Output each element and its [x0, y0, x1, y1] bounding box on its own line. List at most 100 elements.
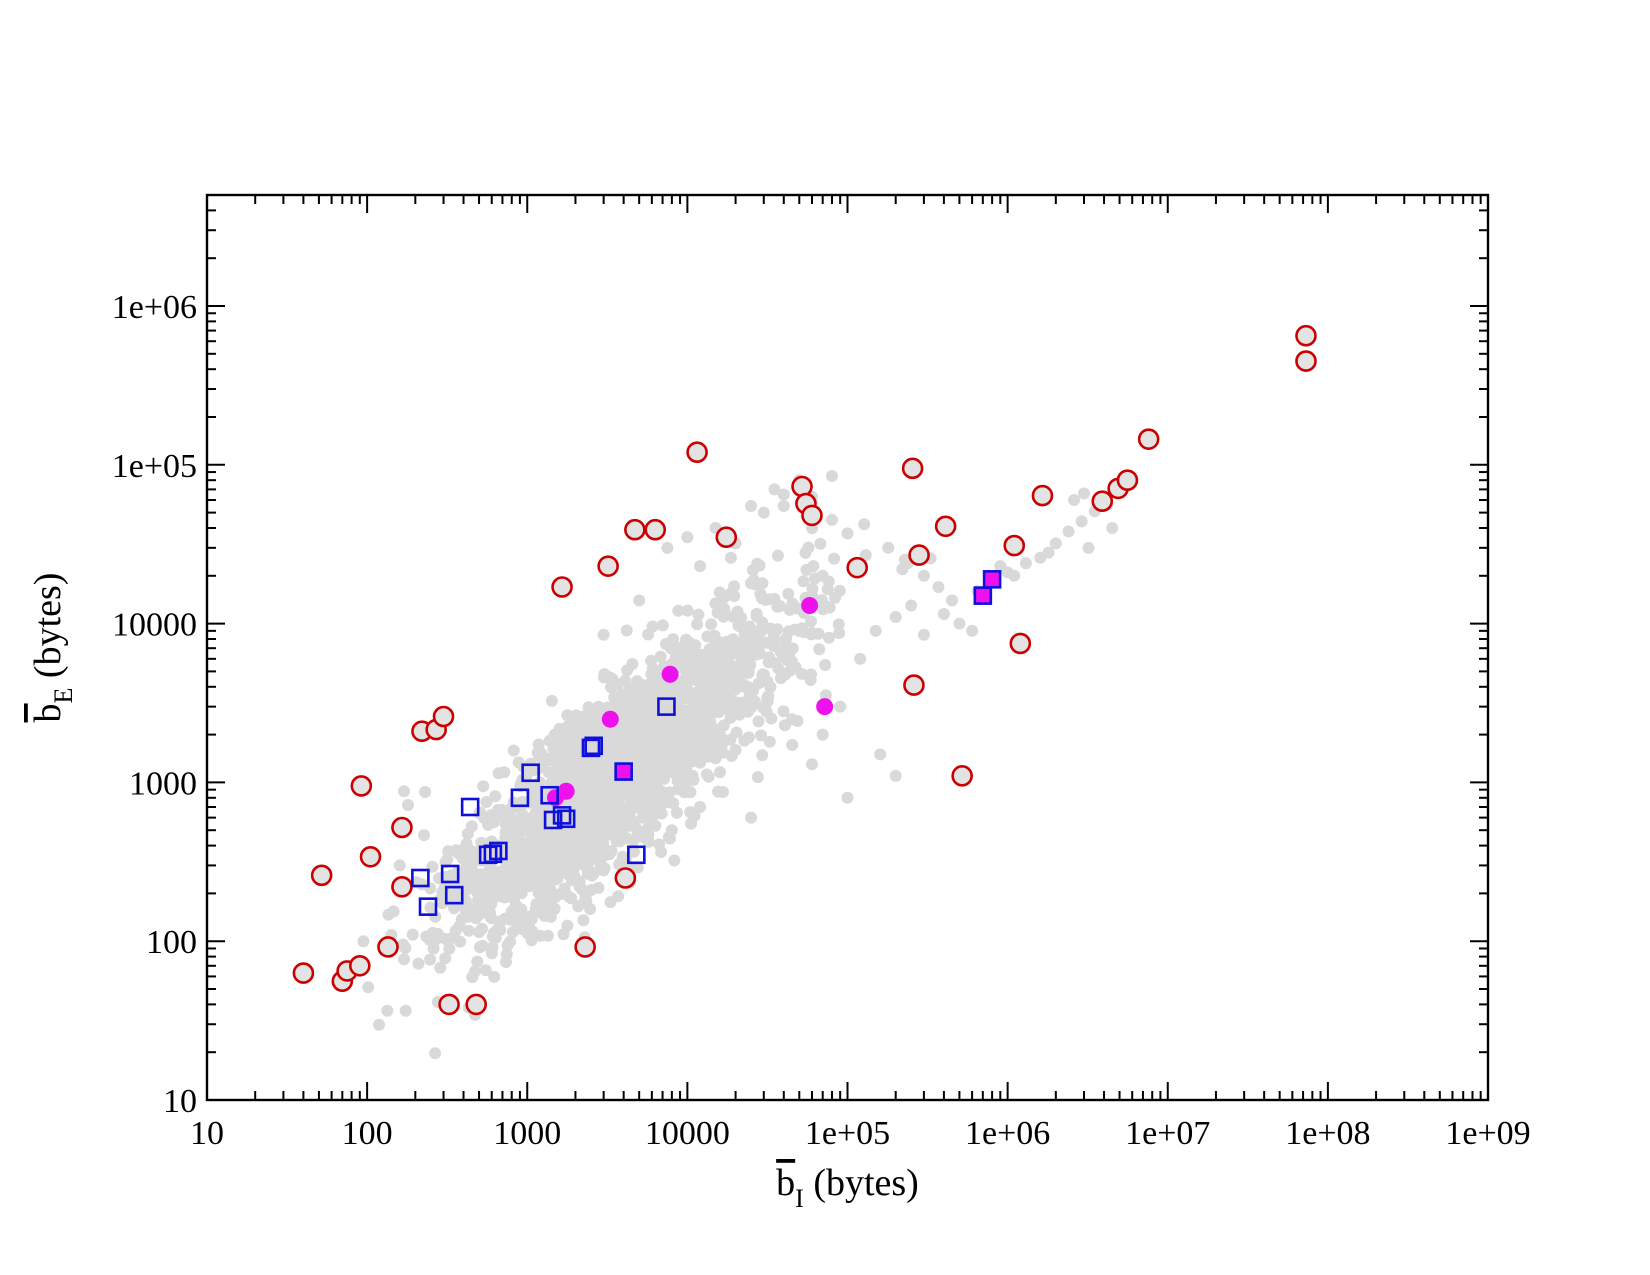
background-point [1049, 537, 1062, 550]
background-point [804, 674, 817, 686]
background-point [946, 594, 959, 607]
background-point [786, 597, 799, 610]
background-point [756, 749, 769, 762]
background-point [523, 794, 536, 807]
background-point [684, 786, 697, 799]
x-tick-label: 1e+08 [1285, 1115, 1370, 1152]
background-point [699, 726, 712, 739]
background-point [1042, 546, 1055, 559]
background-point [688, 809, 701, 822]
background-point [704, 716, 717, 729]
background-point [465, 820, 478, 833]
background-point [719, 684, 732, 697]
background-point [823, 631, 835, 644]
background-point [763, 651, 775, 664]
background-point [549, 890, 562, 903]
background-point [692, 608, 705, 621]
background-point [569, 718, 582, 731]
open-circle-point [614, 867, 637, 889]
background-point [488, 970, 501, 983]
background-point [1078, 487, 1091, 500]
background-point [492, 803, 504, 816]
background-point [429, 1047, 442, 1060]
background-point [578, 759, 591, 772]
background-point [664, 761, 677, 774]
background-point [634, 760, 646, 773]
background-point [657, 769, 670, 782]
background-point [834, 700, 847, 713]
background-point [660, 686, 673, 699]
background-point [937, 607, 950, 620]
background-point [828, 552, 841, 565]
background-point [498, 766, 511, 779]
background-point [771, 600, 784, 613]
open-circle-point [901, 457, 924, 480]
background-point [681, 604, 694, 617]
background-point [412, 957, 425, 970]
background-point [728, 590, 741, 602]
open-square-point [521, 763, 540, 783]
background-point [620, 624, 633, 637]
x-tick-label: 10000 [645, 1115, 730, 1152]
background-point [572, 743, 585, 756]
background-point [613, 800, 626, 813]
background-point [548, 728, 561, 741]
background-point [387, 905, 400, 918]
background-point [889, 611, 902, 624]
background-point [627, 815, 640, 828]
x-tick-label: 100 [342, 1115, 393, 1152]
background-point [639, 769, 652, 782]
background-point [597, 837, 610, 850]
background-point [966, 624, 979, 637]
background-point [472, 894, 484, 907]
background-point [576, 848, 589, 861]
background-point [448, 902, 460, 915]
background-point [362, 981, 375, 994]
background-point [712, 706, 725, 719]
background-point [756, 616, 769, 629]
filled-square-point [614, 762, 633, 781]
open-square-point [444, 885, 464, 905]
background-point [494, 924, 507, 936]
background-point [489, 790, 502, 803]
x-tick-label: 1e+05 [805, 1115, 890, 1152]
background-point [507, 744, 520, 757]
open-circle-point [624, 518, 646, 541]
background-point [745, 811, 758, 824]
open-circle-point [1295, 350, 1317, 372]
axis-labels: 10 100 1000 10000 1e+05 1e+06 1e+07 1e+08 1e+09 1… [27, 289, 1531, 1213]
background-point [896, 563, 909, 576]
background-point [738, 734, 751, 747]
background-point [398, 953, 410, 966]
background-point [692, 740, 705, 753]
open-circle-point [644, 518, 667, 541]
background-point [397, 938, 409, 951]
background-point [505, 880, 518, 893]
background-point [613, 835, 626, 848]
background-point [709, 750, 722, 763]
background-point [745, 500, 758, 513]
background-point [406, 928, 419, 941]
background-point [531, 873, 544, 886]
open-square-point [510, 788, 530, 808]
background-point [476, 939, 489, 952]
background-point [609, 697, 622, 710]
background-point [598, 862, 611, 875]
background-point [650, 759, 663, 772]
background-point [464, 908, 477, 921]
open-square-point [584, 736, 603, 756]
background-point [825, 513, 838, 526]
background-point [516, 808, 529, 820]
background-point [599, 785, 612, 798]
background-point [588, 866, 601, 879]
open-circle-point [359, 846, 382, 868]
background-point [665, 824, 678, 837]
background-point [805, 615, 817, 628]
open-circle-point [1116, 469, 1139, 491]
background-point [779, 668, 792, 681]
background-point [649, 730, 662, 743]
background-point [823, 601, 836, 614]
background-point [597, 628, 610, 641]
background-point [786, 738, 799, 751]
background-point [869, 624, 882, 637]
